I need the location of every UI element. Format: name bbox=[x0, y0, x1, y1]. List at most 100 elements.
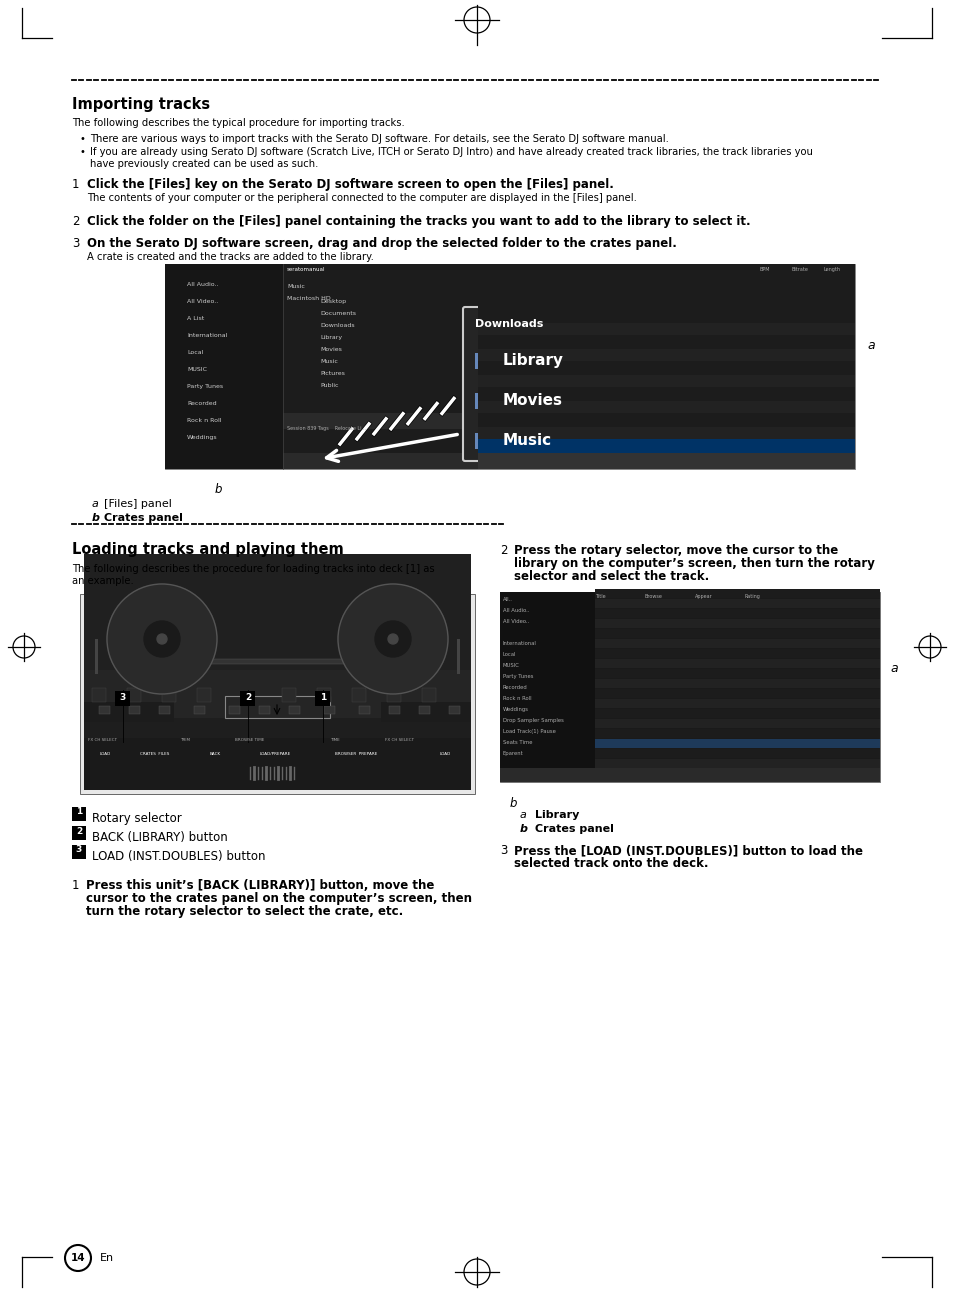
Text: 14: 14 bbox=[71, 1254, 85, 1263]
Text: b: b bbox=[214, 483, 222, 496]
Text: LOAD: LOAD bbox=[100, 752, 112, 756]
Bar bbox=[225, 695, 330, 717]
Text: 2: 2 bbox=[71, 215, 79, 228]
Text: have previously created can be used as such.: have previously created can be used as s… bbox=[90, 159, 318, 170]
Bar bbox=[595, 708, 879, 717]
Text: •: • bbox=[80, 133, 86, 144]
Text: Desktop: Desktop bbox=[319, 299, 346, 304]
Text: TIME: TIME bbox=[330, 738, 339, 742]
Bar bbox=[129, 706, 140, 714]
Text: BACK: BACK bbox=[210, 752, 221, 756]
Bar bbox=[499, 592, 879, 782]
Bar bbox=[316, 688, 331, 702]
Bar bbox=[84, 717, 471, 738]
Circle shape bbox=[157, 635, 167, 644]
Bar bbox=[283, 453, 477, 469]
Bar bbox=[595, 638, 879, 648]
Text: Appear: Appear bbox=[695, 594, 712, 600]
Text: Downloads: Downloads bbox=[319, 322, 355, 328]
Bar bbox=[477, 322, 854, 335]
Bar bbox=[475, 392, 497, 409]
Bar bbox=[477, 401, 854, 413]
Text: 3: 3 bbox=[76, 846, 82, 855]
Bar bbox=[595, 589, 879, 598]
Text: 3: 3 bbox=[71, 237, 79, 250]
Text: International: International bbox=[187, 333, 227, 338]
Text: Press the rotary selector, move the cursor to the: Press the rotary selector, move the curs… bbox=[514, 544, 838, 557]
Text: Recorded: Recorded bbox=[187, 401, 216, 407]
Bar bbox=[95, 638, 98, 673]
Bar bbox=[283, 264, 477, 469]
Bar bbox=[99, 706, 110, 714]
Text: MUSIC: MUSIC bbox=[187, 366, 207, 372]
Text: selected track onto the deck.: selected track onto the deck. bbox=[514, 857, 708, 870]
Text: A List: A List bbox=[187, 316, 204, 321]
Text: Seats Time: Seats Time bbox=[502, 739, 532, 745]
Text: Rating: Rating bbox=[744, 594, 760, 600]
Bar bbox=[71, 807, 86, 821]
Text: Music: Music bbox=[287, 284, 305, 289]
Bar bbox=[431, 615, 449, 625]
Bar bbox=[595, 739, 879, 749]
Bar bbox=[477, 439, 854, 453]
Bar bbox=[477, 348, 854, 361]
Text: Library: Library bbox=[319, 335, 342, 341]
Text: 2: 2 bbox=[76, 826, 82, 835]
Text: Loading tracks and playing them: Loading tracks and playing them bbox=[71, 543, 343, 557]
Text: MUSIC: MUSIC bbox=[502, 663, 519, 668]
Text: The following describes the typical procedure for importing tracks.: The following describes the typical proc… bbox=[71, 118, 404, 128]
Bar bbox=[387, 688, 400, 702]
FancyBboxPatch shape bbox=[462, 307, 641, 461]
Text: a: a bbox=[519, 809, 526, 820]
Bar bbox=[595, 719, 879, 728]
Bar bbox=[477, 264, 854, 469]
Bar bbox=[380, 702, 471, 723]
Bar bbox=[595, 670, 879, 679]
Bar bbox=[595, 619, 879, 628]
Text: Party Tunes: Party Tunes bbox=[187, 385, 223, 388]
Text: En: En bbox=[100, 1254, 114, 1263]
Bar bbox=[165, 264, 283, 469]
Bar bbox=[193, 706, 205, 714]
Text: Local: Local bbox=[502, 651, 516, 657]
Text: Public: Public bbox=[319, 383, 338, 388]
Text: Load Track(1) Pause: Load Track(1) Pause bbox=[502, 729, 556, 734]
Text: Crates panel: Crates panel bbox=[104, 513, 183, 523]
Text: Library: Library bbox=[535, 809, 578, 820]
Text: Eparent: Eparent bbox=[502, 751, 523, 756]
Text: Macintosh HD: Macintosh HD bbox=[287, 297, 331, 300]
Text: If you are already using Serato DJ software (Scratch Live, ITCH or Serato DJ Int: If you are already using Serato DJ softw… bbox=[90, 148, 812, 157]
Bar bbox=[477, 335, 854, 348]
Text: Music: Music bbox=[319, 359, 337, 364]
Text: The contents of your computer or the peripheral connected to the computer are di: The contents of your computer or the per… bbox=[87, 193, 637, 203]
Bar bbox=[146, 615, 164, 625]
Text: 2: 2 bbox=[245, 694, 251, 702]
Bar bbox=[289, 706, 299, 714]
Bar bbox=[71, 826, 86, 840]
Bar bbox=[477, 310, 854, 322]
Bar bbox=[595, 649, 879, 658]
Bar bbox=[311, 615, 329, 625]
Bar bbox=[499, 592, 595, 782]
Bar bbox=[229, 706, 240, 714]
Bar bbox=[282, 688, 295, 702]
Bar bbox=[421, 688, 436, 702]
Bar bbox=[159, 706, 170, 714]
Text: Press this unit’s [BACK (LIBRARY)] button, move the: Press this unit’s [BACK (LIBRARY)] butto… bbox=[86, 879, 434, 892]
Text: Downloads: Downloads bbox=[475, 319, 543, 329]
Bar bbox=[84, 702, 173, 723]
Text: Movies: Movies bbox=[319, 347, 341, 352]
Bar bbox=[595, 629, 879, 638]
Bar bbox=[84, 554, 471, 670]
Text: Party Tunes: Party Tunes bbox=[502, 673, 533, 679]
Text: Rotary selector: Rotary selector bbox=[91, 812, 182, 825]
Bar bbox=[240, 692, 254, 706]
Bar bbox=[355, 615, 374, 625]
Text: On the Serato DJ software screen, drag and drop the selected folder to the crate: On the Serato DJ software screen, drag a… bbox=[87, 237, 677, 250]
Text: Click the folder on the [Files] panel containing the tracks you want to add to t: Click the folder on the [Files] panel co… bbox=[87, 215, 750, 228]
Bar bbox=[84, 738, 471, 790]
Circle shape bbox=[375, 622, 411, 657]
Bar bbox=[324, 706, 335, 714]
Text: 3: 3 bbox=[120, 694, 126, 702]
Text: FX CH SELECT: FX CH SELECT bbox=[385, 738, 414, 742]
